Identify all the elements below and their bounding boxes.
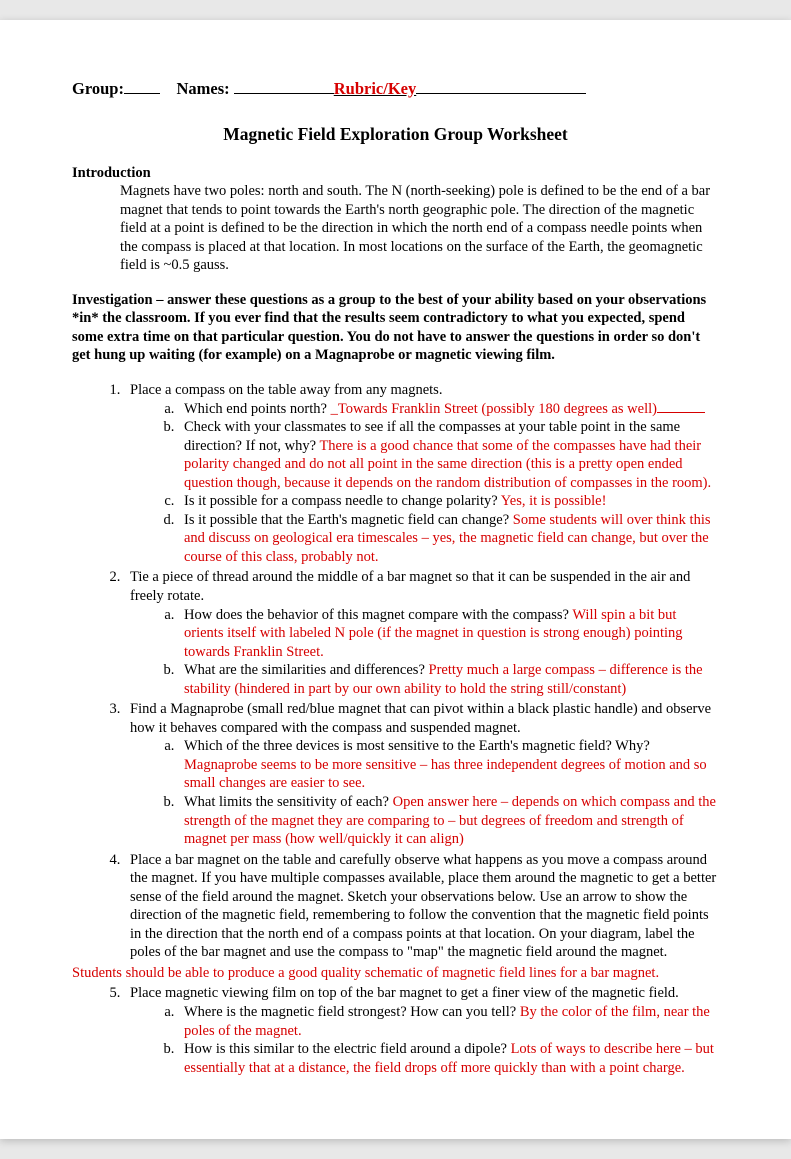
- q1d: Is it possible that the Earth's magnetic…: [178, 511, 719, 567]
- question-3: Find a Magnaprobe (small red/blue magnet…: [124, 700, 719, 848]
- q1d-question: Is it possible that the Earth's magnetic…: [184, 512, 513, 528]
- q5-subs: Where is the magnetic field strongest? H…: [178, 1003, 719, 1077]
- q2-prompt: Tie a piece of thread around the middle …: [130, 569, 690, 604]
- investigation-instructions: Investigation – answer these questions a…: [72, 291, 719, 365]
- q5b-question: How is this similar to the electric fiel…: [184, 1041, 511, 1057]
- q1c: Is it possible for a compass needle to c…: [178, 492, 719, 511]
- q3-subs: Which of the three devices is most sensi…: [178, 737, 719, 848]
- worksheet-title: Magnetic Field Exploration Group Workshe…: [72, 123, 719, 145]
- names-label: Names:: [176, 79, 229, 98]
- q5b: How is this similar to the electric fiel…: [178, 1040, 719, 1077]
- q1c-question: Is it possible for a compass needle to c…: [184, 493, 501, 509]
- question-2: Tie a piece of thread around the middle …: [124, 568, 719, 698]
- question-list: Place a compass on the table away from a…: [124, 381, 719, 962]
- worksheet-page: Group: Names: Rubric/Key Magnetic Field …: [0, 20, 791, 1139]
- question-1: Place a compass on the table away from a…: [124, 381, 719, 566]
- q3a-answer: Magnaprobe seems to be more sensitive – …: [184, 757, 707, 792]
- question-5: Place magnetic viewing film on top of th…: [124, 984, 719, 1077]
- q1a: Which end points north? _Towards Frankli…: [178, 400, 719, 419]
- header-line: Group: Names: Rubric/Key: [72, 78, 719, 99]
- group-blank: [124, 93, 160, 94]
- q2b: What are the similarities and difference…: [178, 661, 719, 698]
- q5-prompt: Place magnetic viewing film on top of th…: [130, 985, 679, 1001]
- q2a-question: How does the behavior of this magnet com…: [184, 607, 572, 623]
- q5a: Where is the magnetic field strongest? H…: [178, 1003, 719, 1040]
- q3a-question: Which of the three devices is most sensi…: [184, 738, 650, 754]
- group-label: Group:: [72, 79, 124, 98]
- q2b-question: What are the similarities and difference…: [184, 662, 429, 678]
- q1-subs: Which end points north? _Towards Frankli…: [178, 400, 719, 567]
- students-note: Students should be able to produce a goo…: [72, 964, 719, 983]
- question-list-cont: Place magnetic viewing film on top of th…: [124, 984, 719, 1077]
- q3b: What limits the sensitivity of each? Ope…: [178, 793, 719, 849]
- q3b-question: What limits the sensitivity of each?: [184, 794, 393, 810]
- q1b: Check with your classmates to see if all…: [178, 418, 719, 492]
- q1c-answer: Yes, it is possible!: [501, 493, 607, 509]
- question-4: Place a bar magnet on the table and care…: [124, 851, 719, 962]
- names-blank-left: [234, 93, 334, 94]
- introduction-body: Magnets have two poles: north and south.…: [120, 182, 719, 275]
- q2-subs: How does the behavior of this magnet com…: [178, 606, 719, 699]
- q4-prompt: Place a bar magnet on the table and care…: [130, 852, 716, 961]
- q1a-answer: _Towards Franklin Street (possibly 180 d…: [331, 401, 657, 417]
- q2a: How does the behavior of this magnet com…: [178, 606, 719, 662]
- q3a: Which of the three devices is most sensi…: [178, 737, 719, 793]
- q1a-question: Which end points north?: [184, 401, 331, 417]
- q5a-question: Where is the magnetic field strongest? H…: [184, 1004, 520, 1020]
- q1a-trailing-blank: [657, 412, 705, 413]
- rubric-key-text: Rubric/Key: [334, 79, 417, 98]
- q3-prompt: Find a Magnaprobe (small red/blue magnet…: [130, 701, 711, 736]
- introduction-label: Introduction: [72, 164, 719, 183]
- names-blank-right: [416, 93, 586, 94]
- q1-prompt: Place a compass on the table away from a…: [130, 382, 442, 398]
